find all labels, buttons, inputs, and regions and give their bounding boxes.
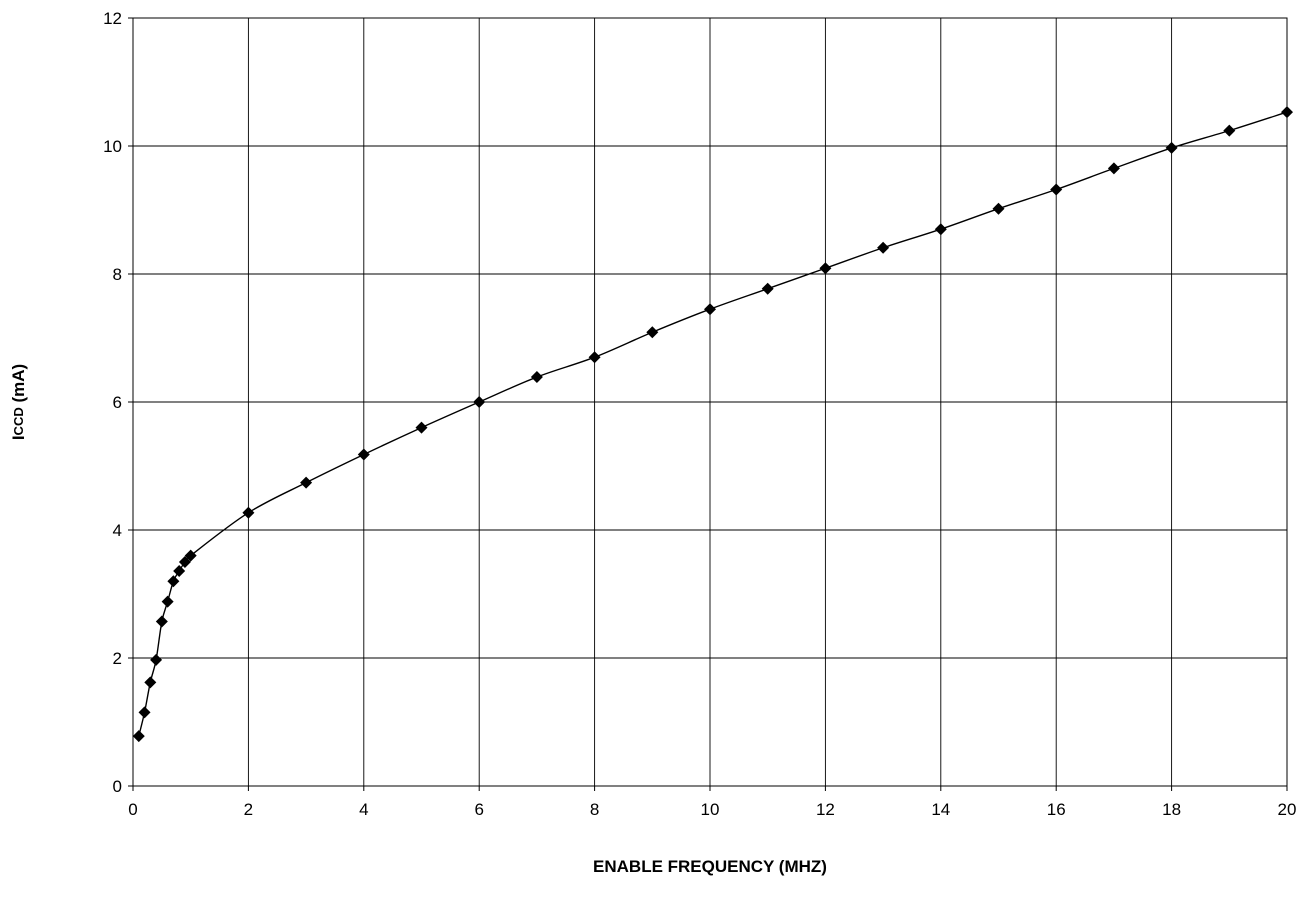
data-markers xyxy=(132,106,1293,743)
data-point-marker xyxy=(761,282,774,295)
data-point-marker xyxy=(144,676,157,689)
tick-labels: 0 2 4 6 8 10 12 14 16 18 20 0 2 4 6 8 10 12 xyxy=(103,9,1296,819)
x-tick-label: 20 xyxy=(1278,800,1297,819)
y-axis-title-unit: (mA) xyxy=(9,364,28,407)
y-tick-label: 12 xyxy=(103,9,122,28)
data-point-marker xyxy=(300,476,313,489)
y-axis-title-symbol: I xyxy=(9,435,28,440)
data-point-marker xyxy=(1050,183,1063,196)
data-point-marker xyxy=(1165,141,1178,154)
data-point-marker xyxy=(184,549,197,562)
y-axis-title-subscript: CCD xyxy=(11,407,26,435)
y-tick-label: 4 xyxy=(113,521,122,540)
data-point-marker xyxy=(173,564,186,577)
x-tick-label: 2 xyxy=(244,800,253,819)
y-tick-label: 6 xyxy=(113,393,122,412)
data-point-marker xyxy=(704,303,716,316)
y-axis-title: ICCD (mA) xyxy=(9,364,28,440)
data-point-marker xyxy=(1281,106,1293,119)
y-tick-label: 10 xyxy=(103,137,122,156)
data-point-marker xyxy=(646,326,659,339)
y-tick-label: 0 xyxy=(113,777,122,796)
series-line xyxy=(138,111,1288,737)
data-point-marker xyxy=(161,595,174,608)
data-point-marker xyxy=(178,556,191,568)
data-point-marker xyxy=(150,653,163,666)
data-point-marker xyxy=(992,202,1005,215)
data-point-marker xyxy=(877,241,890,254)
x-tick-label: 12 xyxy=(816,800,835,819)
y-tick-label: 8 xyxy=(113,265,122,284)
x-tick-label: 4 xyxy=(359,800,368,819)
data-point-marker xyxy=(242,506,255,519)
data-point-marker xyxy=(588,351,601,364)
x-tick-label: 18 xyxy=(1162,800,1181,819)
data-point-marker xyxy=(155,615,168,628)
x-tick-label: 8 xyxy=(590,800,599,819)
data-point-marker xyxy=(167,575,180,588)
y-tick-label: 2 xyxy=(113,649,122,668)
x-tick-label: 0 xyxy=(128,800,137,819)
data-point-marker xyxy=(132,730,145,743)
data-point-marker xyxy=(819,262,832,275)
x-tick-label: 6 xyxy=(474,800,483,819)
x-axis-title: ENABLE FREQUENCY (MHZ) xyxy=(593,857,827,876)
x-tick-label: 16 xyxy=(1047,800,1066,819)
data-point-marker xyxy=(1107,162,1120,175)
data-point-marker xyxy=(357,448,370,461)
x-tick-label: 10 xyxy=(701,800,720,819)
grid xyxy=(132,17,1288,787)
x-tick-label: 14 xyxy=(931,800,950,819)
data-point-marker xyxy=(530,371,543,384)
data-point-marker xyxy=(138,706,151,719)
data-point-marker xyxy=(415,421,428,434)
data-point-marker xyxy=(1223,124,1236,137)
data-point-marker xyxy=(473,396,486,408)
data-point-marker xyxy=(934,223,947,236)
